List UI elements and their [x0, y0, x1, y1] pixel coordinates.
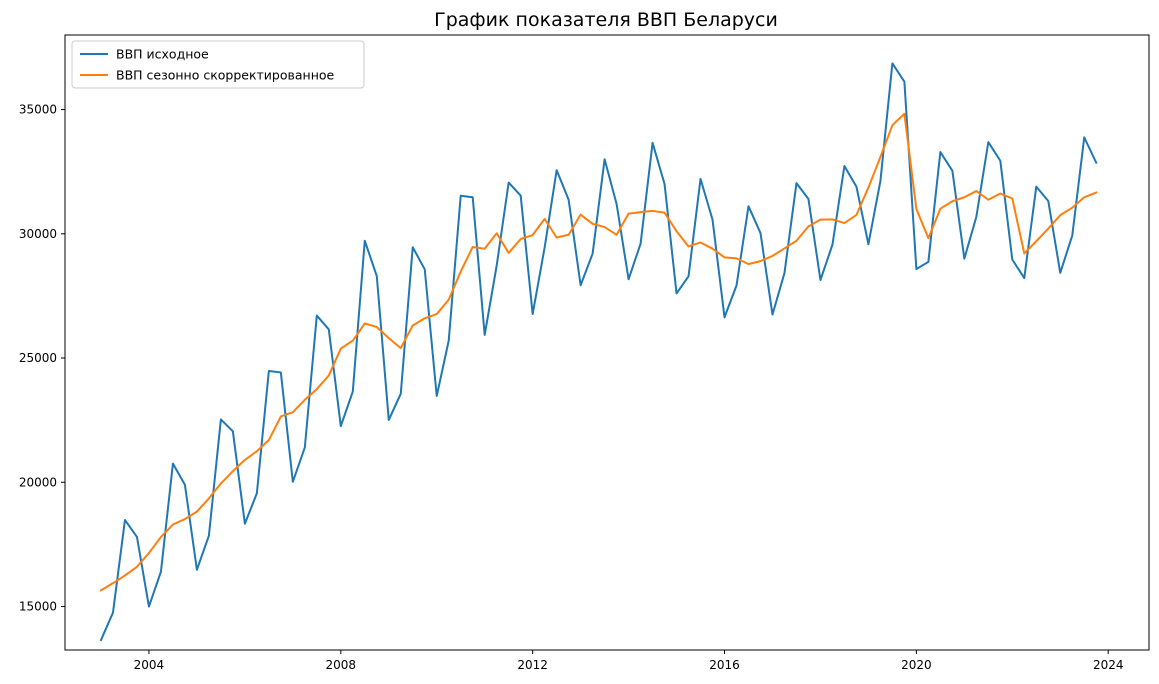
legend-box: [71, 40, 365, 89]
plot-marks: [99, 62, 1098, 642]
y-tick-label: 15000: [19, 600, 57, 614]
y-tick-label: 20000: [19, 475, 57, 489]
x-tick-label: 2012: [517, 658, 548, 672]
chart-title: График показателя ВВП Беларуси: [434, 9, 778, 31]
plot-frame: [64, 34, 1150, 651]
y-tick-label: 35000: [19, 103, 57, 117]
y-tick-label: 25000: [19, 351, 57, 365]
legend-label-1: ВВП исходное: [116, 47, 209, 62]
axes: 2004 2008 2012 2016 2020 2024 15000 20000 25000 3…: [19, 34, 1150, 672]
legend-label-2: ВВП сезонно скорректированное: [116, 68, 335, 83]
x-tick-label: 2008: [326, 658, 357, 672]
x-tick-label: 2016: [709, 658, 740, 672]
x-tick-label: 2004: [134, 658, 165, 672]
x-tick-label: 2020: [901, 658, 932, 672]
legend: ВВП исходное ВВП сезонно скорректированно…: [71, 40, 365, 89]
series-line-1: [99, 62, 1098, 642]
series-line-2: [99, 112, 1098, 592]
x-tick-label: 2024: [1093, 658, 1124, 672]
y-tick-label: 30000: [19, 227, 57, 241]
